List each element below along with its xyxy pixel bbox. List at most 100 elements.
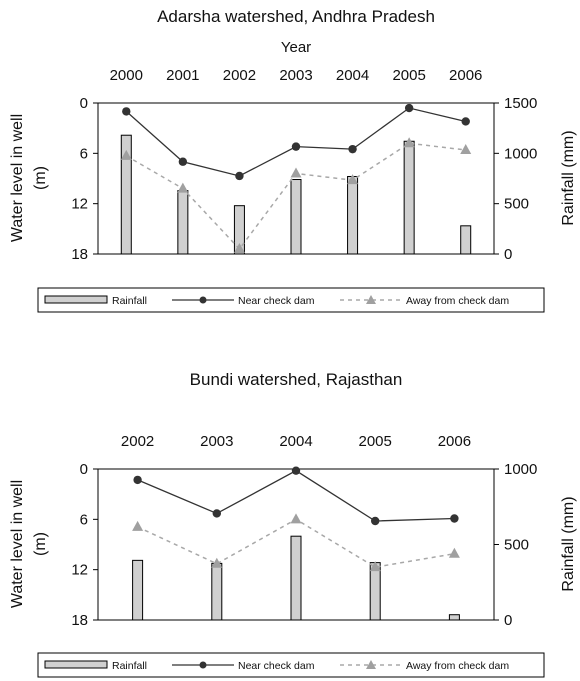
legend-box	[37, 652, 545, 678]
left-tick-label: 18	[71, 612, 88, 629]
right-tick-label: 1000	[504, 145, 537, 162]
away-check-dam-point	[403, 137, 415, 148]
rainfall-bar	[177, 190, 189, 255]
near-check-dam-point	[212, 509, 221, 518]
x-tick-label: 2003	[200, 433, 233, 450]
x-tick-label: 2005	[392, 67, 425, 84]
legend-label-rainfall: Rainfall	[112, 295, 147, 307]
x-tick-label: 2004	[336, 67, 369, 84]
near-check-dam-point	[291, 466, 301, 475]
left-tick-label: 0	[80, 461, 88, 478]
chart-bundi: Bundi watershed, Rajasthan 2002 2003 2004 2…	[9, 370, 577, 678]
left-axis-label-line2: (m)	[32, 532, 49, 556]
rainfall-bar	[448, 614, 460, 621]
left-tick-label: 12	[71, 562, 88, 579]
away-check-dam-point	[177, 182, 189, 193]
away-check-dam-point	[460, 143, 472, 154]
x-tick-label: 2002	[223, 67, 256, 84]
right-tick-labels: 0 500 1000 1500	[494, 95, 537, 263]
legend-label-away: Away from check dam	[406, 660, 509, 672]
rainfall-bar	[369, 562, 381, 621]
away-check-dam-point	[448, 547, 460, 558]
x-tick-label: 2001	[166, 67, 199, 84]
rainfall-bar	[132, 559, 144, 621]
near-check-dam-point	[450, 514, 459, 523]
legend-away-marker	[366, 660, 376, 669]
near-check-dam-point	[178, 157, 188, 166]
legend-label-away: Away from check dam	[406, 295, 509, 307]
legend-label-rainfall: Rainfall	[112, 660, 147, 672]
series-lines	[120, 103, 472, 253]
left-tick-label: 0	[80, 95, 88, 112]
left-tick-label: 6	[80, 145, 88, 162]
legend-label-near: Near check dam	[238, 295, 315, 307]
legend: Rainfall Near check dam Away from check da…	[37, 652, 545, 678]
near-check-dam-line	[125, 107, 466, 177]
right-tick-label: 1000	[504, 461, 537, 478]
series-lines	[132, 466, 460, 572]
x-tick-label: 2005	[359, 433, 392, 450]
legend-rainfall-swatch	[44, 660, 108, 669]
right-axis-label: Rainfall (mm)	[560, 496, 577, 591]
away-check-dam-point	[290, 513, 302, 524]
legend-rainfall-swatch	[44, 295, 108, 304]
near-check-dam-point	[291, 142, 301, 151]
left-tick-labels: 0 6 12 18	[71, 95, 98, 263]
away-check-dam-point	[347, 174, 359, 185]
right-tick-label: 0	[504, 246, 512, 263]
left-axis-label-line1: Water level in well	[9, 480, 26, 608]
left-tick-labels: 0 6 12 18	[71, 461, 98, 629]
away-check-dam-point	[369, 561, 381, 572]
rainfall-bars	[120, 134, 472, 255]
near-check-dam-point	[461, 117, 470, 126]
x-tick-label: 2006	[438, 433, 471, 450]
left-tick-label: 18	[71, 246, 88, 263]
chart-adarsha: Adarsha watershed, Andhra Pradesh Year 2…	[9, 7, 577, 313]
right-axis-label: Rainfall (mm)	[560, 130, 577, 225]
rainfall-bar	[233, 205, 245, 255]
x-tick-label: 2004	[279, 433, 312, 450]
away-check-dam-point	[132, 520, 144, 531]
rainfall-bar	[460, 225, 472, 255]
rainfall-bar	[290, 535, 302, 621]
right-tick-label: 0	[504, 612, 512, 629]
rainfall-bar	[347, 175, 359, 255]
left-axis-label-line2: (m)	[32, 166, 49, 190]
away-check-dam-point	[120, 149, 132, 160]
chart-title: Bundi watershed, Rajasthan	[190, 370, 403, 389]
chart-title: Adarsha watershed, Andhra Pradesh	[157, 7, 435, 26]
near-check-dam-point	[348, 144, 357, 154]
x-tick-label: 2002	[121, 433, 154, 450]
legend-label-near: Near check dam	[238, 660, 315, 672]
x-axis-label: Year	[281, 39, 311, 56]
x-tick-labels: 2000 2001 2002 2003 2004 2005 2006	[110, 67, 483, 84]
away-check-dam-point	[290, 167, 302, 178]
left-tick-label: 6	[80, 511, 88, 528]
legend-near-marker	[199, 296, 207, 304]
legend-near-marker	[199, 661, 207, 669]
rainfall-bar	[403, 140, 415, 255]
near-check-dam-point	[133, 475, 142, 485]
near-check-dam-point	[371, 516, 380, 526]
rainfall-bar	[211, 562, 223, 621]
rainfall-bar	[290, 179, 302, 255]
x-tick-label: 2006	[449, 67, 482, 84]
left-tick-label: 12	[71, 196, 88, 213]
rainfall-bar	[120, 134, 132, 255]
legend: Rainfall Near check dam Away from check da…	[37, 287, 545, 313]
away-check-dam-point	[233, 242, 245, 253]
x-tick-labels: 2002 2003 2004 2005 2006	[121, 433, 471, 450]
right-tick-label: 500	[504, 196, 529, 213]
right-tick-labels: 0 500 1000	[494, 461, 537, 629]
near-check-dam-point	[122, 107, 131, 116]
left-axis-label-line1: Water level in well	[9, 114, 26, 242]
legend-away-marker	[366, 295, 376, 304]
rainfall-bars	[132, 535, 460, 621]
near-check-dam-point	[235, 171, 244, 181]
near-check-dam-point	[404, 103, 414, 113]
away-check-dam-point	[211, 557, 223, 568]
right-tick-label: 1500	[504, 95, 537, 112]
right-tick-label: 500	[504, 537, 529, 554]
x-tick-label: 2000	[110, 67, 143, 84]
